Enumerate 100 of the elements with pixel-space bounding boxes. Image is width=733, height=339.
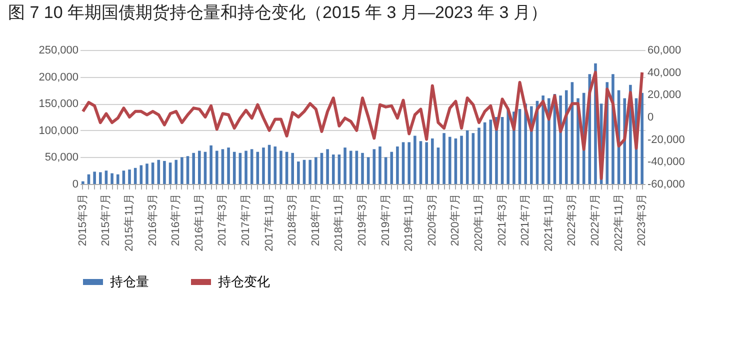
x-tick-label: 2021年7月 [520,194,532,246]
bar [157,160,160,184]
y-tick-label: 250,000 [38,44,78,56]
bar [506,108,510,184]
bar [274,146,277,184]
bar [396,146,399,184]
bar [489,120,492,184]
x-tick-label: 2015年7月 [100,194,112,246]
x-tick-label: 2015年3月 [76,194,89,246]
y-tick-label: 200,000 [38,71,78,84]
bar [419,141,422,184]
y-tick-label: 50,000 [44,152,78,164]
bar [140,165,143,184]
bar [564,90,568,184]
bar [378,146,382,184]
y2-tick-label: 40,000 [648,66,682,79]
bar [98,172,102,184]
x-tick-label: 2019年3月 [356,194,368,246]
x-tick-label: 2017年3月 [216,194,229,246]
x-tick-label: 2022年11月 [612,194,625,252]
bar [291,152,294,184]
x-tick-label: 2022年7月 [589,194,602,246]
line-series [81,70,644,180]
bar [361,152,364,184]
bar [408,142,410,184]
x-tick-label: 2016年7月 [170,194,182,246]
bar [414,136,416,184]
bar [146,164,148,184]
y2-tick-label: -60,000 [648,178,685,190]
bar [174,160,178,184]
x-tick-label: 2020年3月 [426,194,438,246]
bar [128,170,131,184]
bar [384,157,388,184]
bar [442,133,446,184]
bar [425,142,428,184]
x-tick-label: 2023年3月 [636,194,648,246]
bar [151,162,154,184]
x-tick-label: 2018年3月 [286,194,299,246]
x-tick-label: 2018年7月 [310,194,322,246]
bar [210,145,212,184]
x-tick-label: 2022年3月 [566,194,578,246]
bar [232,152,236,184]
bar [640,92,644,184]
bar [244,150,248,184]
bar [215,150,218,184]
bar [186,156,190,184]
bar [349,150,352,184]
y-tick-label: 0 [72,178,78,190]
x-tick-label: 2020年11月 [472,194,485,252]
x-tick-label: 2016年3月 [146,194,159,246]
y2-tick-label: 60,000 [648,44,682,56]
x-tick-label: 2019年11月 [403,194,416,252]
bar [430,138,434,184]
bar [122,170,126,184]
bar [308,160,312,184]
bar [104,170,108,184]
legend-label: 持仓量 [110,274,149,289]
y2-tick-label: -20,000 [648,134,685,146]
bar [163,160,166,184]
y2-tick-label: 0 [648,112,654,124]
bar [280,150,282,184]
bar [180,157,184,184]
bar [250,149,254,184]
y2-tick-label: -40,000 [648,156,685,168]
x-tick-label: 2021年3月 [496,194,508,246]
bar [198,150,201,184]
bar [314,157,318,184]
bar [221,149,224,184]
bar [390,152,394,184]
y-tick-label: 100,000 [38,124,78,137]
bar [326,149,329,184]
x-tick-label: 2021年11月 [542,194,555,252]
x-tick-label: 2018年11月 [333,194,346,252]
bar [542,96,544,184]
x-tick-label: 2016年11月 [193,194,206,252]
bar [372,149,376,184]
y-tick-label: 150,000 [38,98,78,110]
legend-label: 持仓变化 [218,274,270,289]
chart-title: 图 7 10 年期国债期货持仓量和持仓变化（2015 年 3 月—2023 年 3 月） [8,3,548,22]
bar [460,136,463,184]
bar [448,136,452,184]
bar [227,148,230,184]
x-tick-label: 2017年7月 [240,194,252,246]
bar [116,174,120,184]
bar [262,148,265,184]
bar [192,152,195,184]
bar [366,157,370,184]
bar [478,128,480,184]
bar [344,148,346,184]
bar [168,162,172,184]
bar [110,173,114,184]
y2-tick-label: 20,000 [648,89,682,102]
bar [332,154,335,184]
x-tick-label: 2017年11月 [263,194,276,252]
bar [82,181,84,184]
x-tick-label: 2019年7月 [380,194,392,246]
x-tick-label: 2015年11月 [124,194,136,252]
bar [297,161,300,184]
bar [402,142,405,184]
bar [93,172,96,184]
